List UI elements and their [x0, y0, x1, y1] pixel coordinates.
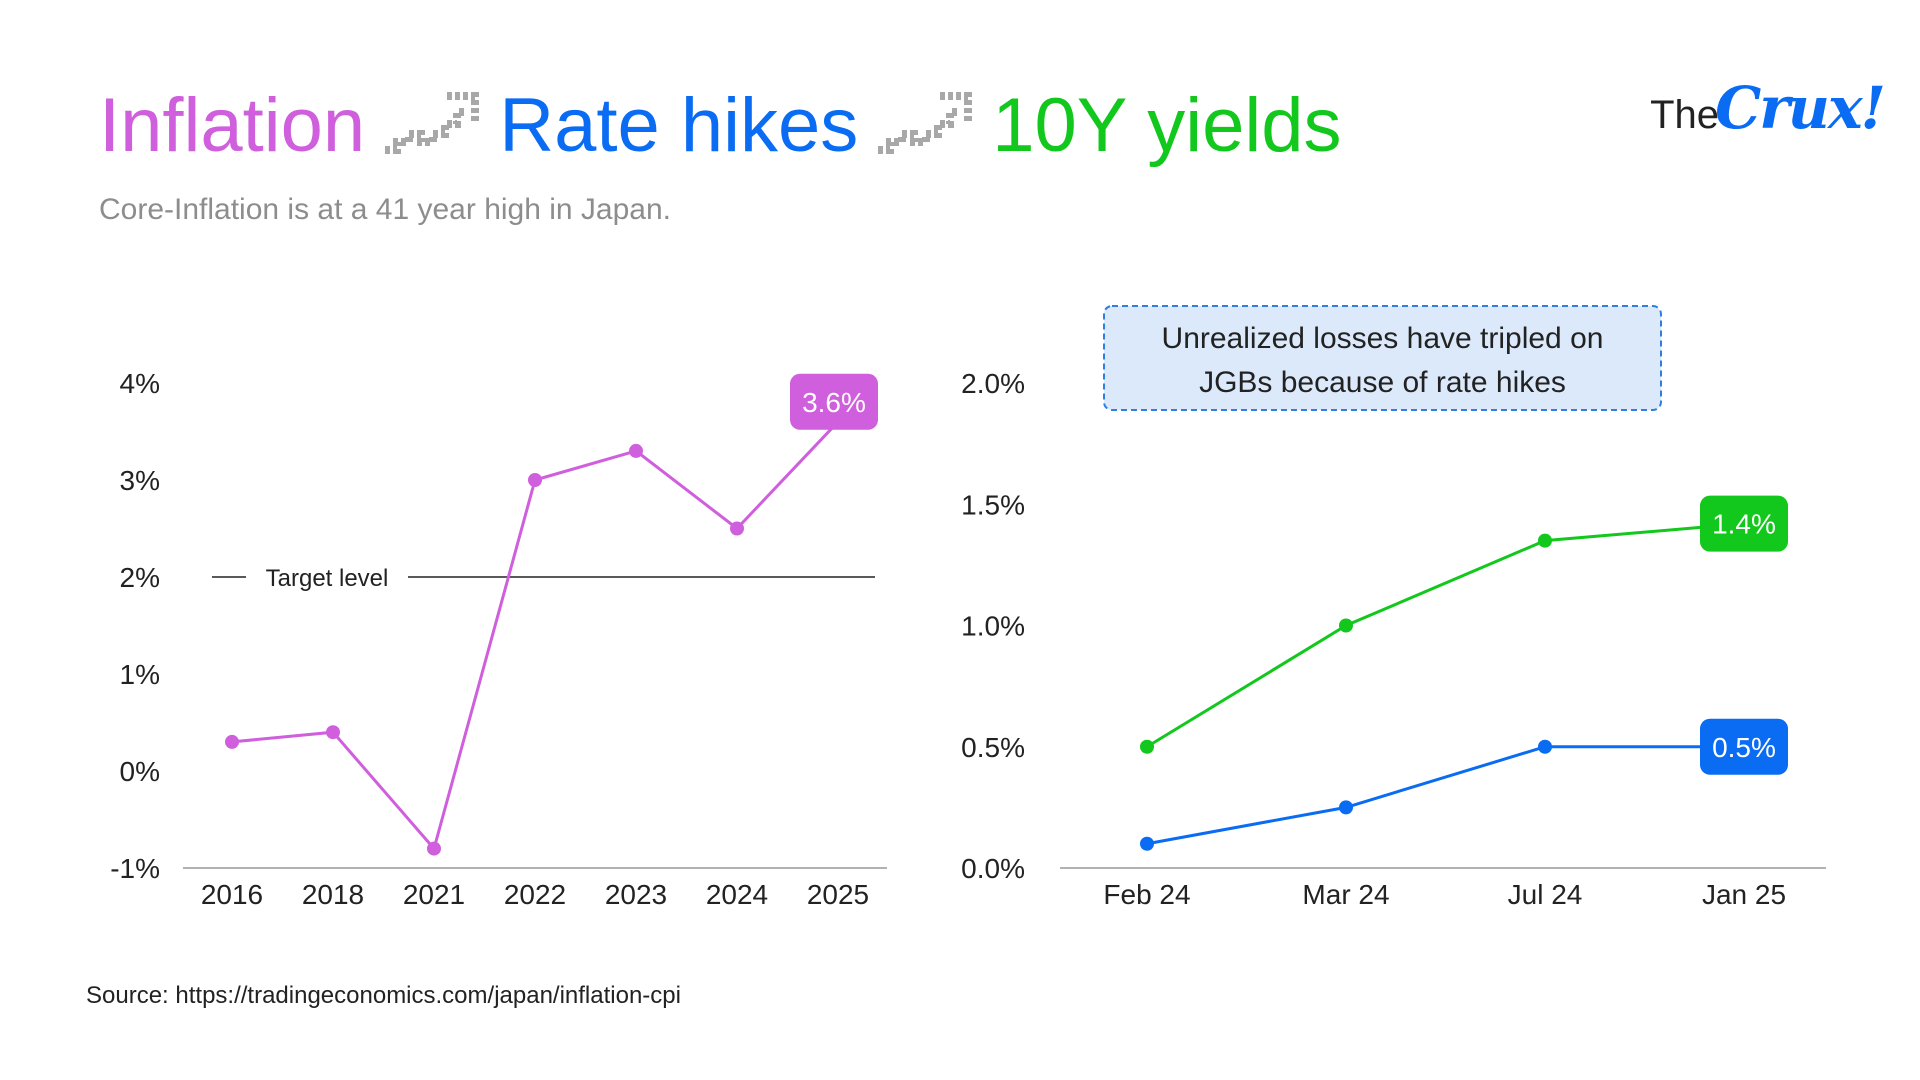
y-tick-label: 2.0% [961, 368, 1025, 399]
headline-inflation: Inflation [99, 83, 366, 168]
rate-line-point [1140, 836, 1154, 851]
x-tick-label: Feb 24 [1103, 879, 1190, 910]
y-tick-label: 4% [120, 368, 160, 399]
headline-10y-yields: 10Y yields [992, 83, 1342, 168]
yield-line-point [1140, 739, 1154, 754]
brand-logo: The Crux! [1650, 74, 1886, 142]
target-line-label: Target level [266, 565, 389, 592]
logo-prefix: The [1650, 93, 1720, 137]
inflation-point [629, 443, 643, 458]
x-tick-label: 2025 [807, 879, 869, 910]
x-tick-label: 2016 [201, 879, 263, 910]
inflation-chart: -1% 0% 1% 2% 3% 4% 2016 2018 2021 2022 2023 2024 202… [110, 368, 887, 910]
yield-line-point [1538, 533, 1552, 548]
y-tick-label: 0% [120, 756, 160, 787]
end-value-label: 3.6% [802, 387, 866, 418]
y-tick-label: -1% [110, 853, 160, 884]
end-value-badge [790, 373, 878, 430]
inflation-point [427, 841, 441, 856]
y-tick-label: 3% [120, 465, 160, 496]
rate-line-point [1339, 800, 1353, 815]
source-note: Source: https://tradingeconomics.com/jap… [86, 982, 681, 1009]
x-tick-label: 2021 [403, 879, 465, 910]
subtitle: Core-Inflation is at a 41 year high in J… [99, 193, 672, 226]
y-tick-label: 1.5% [961, 489, 1025, 520]
inflation-point [528, 473, 542, 487]
y-tick-label: 2% [120, 562, 160, 593]
headline-rate-hikes: Rate hikes [499, 83, 859, 168]
x-tick-label: Jul 24 [1508, 879, 1583, 910]
inflation-point [326, 725, 340, 740]
trending-up-arrow-icon [381, 88, 481, 164]
yield-line [1146, 522, 1745, 749]
yield-line-point [1339, 618, 1353, 633]
y-tick-label: 0.0% [961, 853, 1025, 884]
rate-line-end-badge [1700, 718, 1788, 775]
rate-line [1146, 745, 1744, 846]
x-tick-label: Mar 24 [1302, 879, 1389, 910]
rate-line-point [1538, 739, 1552, 754]
trending-up-arrow-icon [874, 88, 974, 164]
x-tick-label: 2024 [706, 879, 768, 910]
annotation-text: JGBs because of rate hikes [1199, 366, 1566, 399]
inflation-point [730, 521, 744, 536]
x-tick-label: 2023 [605, 879, 667, 910]
logo-name: Crux! [1715, 74, 1886, 142]
yield-line-end-badge [1700, 495, 1788, 552]
x-tick-label: Jan 25 [1702, 879, 1786, 910]
rate-line-end-label: 0.5% [1712, 732, 1776, 763]
y-tick-label: 0.5% [961, 732, 1025, 763]
inflation-point [225, 734, 239, 749]
annotation-callout [1103, 305, 1662, 411]
y-tick-label: 1.0% [961, 611, 1025, 642]
x-tick-label: 2022 [504, 879, 566, 910]
yield-line-end-label: 1.4% [1712, 509, 1776, 540]
y-tick-label: 1% [120, 659, 160, 690]
annotation-text: Unrealized losses have tripled on [1162, 322, 1604, 355]
yields-chart: 0.0% 0.5% 1.0% 1.5% 2.0% Feb 24 Mar 24 Jul 24 Ja… [961, 305, 1826, 910]
x-tick-label: 2018 [302, 879, 364, 910]
headline: Inflation Rate hikes 10Y yields [99, 78, 1342, 174]
